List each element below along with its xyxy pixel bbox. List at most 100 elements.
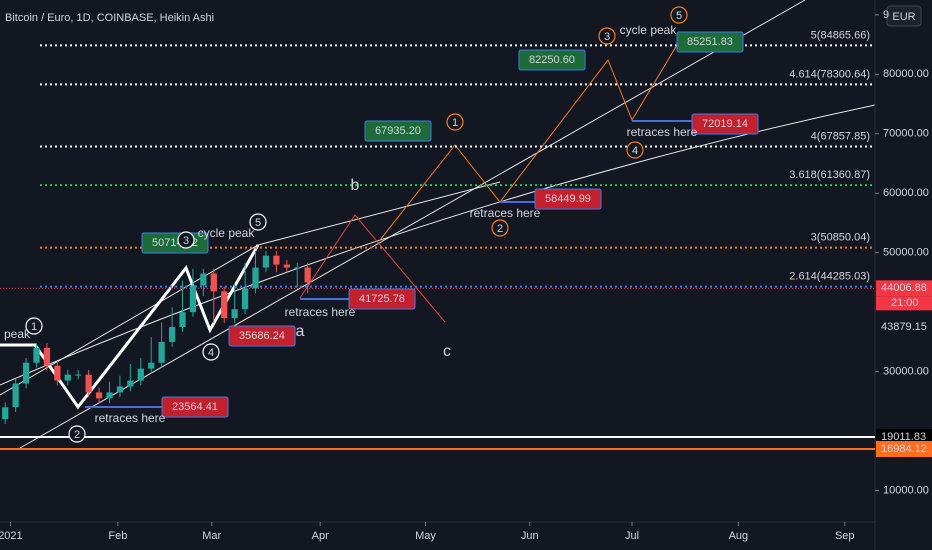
price-box-label: 41725.78 xyxy=(359,293,405,305)
wave-letter: b xyxy=(351,177,360,194)
price-label: 19011.83 xyxy=(881,431,926,443)
price-label-bg xyxy=(876,319,932,336)
y-tick-label: 70000.00 xyxy=(883,128,929,140)
price-box xyxy=(161,396,229,418)
wave-letter: a xyxy=(296,323,305,340)
wave-marker xyxy=(177,231,195,249)
annotation: cycle peak xyxy=(198,226,256,240)
trend-line xyxy=(0,104,876,386)
price-box-label: 23564.41 xyxy=(172,401,218,413)
price-box-label: 82250.60 xyxy=(529,54,575,66)
price-box-label: 72019.14 xyxy=(702,118,748,130)
price-label-bg xyxy=(876,296,932,311)
y-tick-label: 80000.00 xyxy=(883,68,929,80)
currency[interactable]: EUR xyxy=(892,11,915,23)
fib-level-label: 4(67857.85) xyxy=(811,130,870,142)
x-tick-label: Apr xyxy=(312,530,329,542)
price-label: 16984.12 xyxy=(881,443,927,455)
y-tick-label: 9 xyxy=(883,9,889,21)
candle-body xyxy=(127,380,134,387)
price-box-label: 85251.83 xyxy=(687,36,733,48)
wave-marker xyxy=(446,113,464,131)
candle-body xyxy=(148,362,155,369)
fib-level-label: 3(50850.04) xyxy=(811,232,870,244)
fib-level-label: 5(84865.66) xyxy=(811,29,870,41)
price-box xyxy=(348,288,416,310)
candle-body xyxy=(22,362,30,384)
y-tick-label: 60000.00 xyxy=(883,187,929,199)
candle-body xyxy=(168,327,176,342)
price-box xyxy=(364,120,432,142)
y-tick-label: 30000.00 xyxy=(883,366,929,378)
annotation: retraces here xyxy=(285,305,356,319)
candle-body xyxy=(221,291,228,319)
x-tick-label: 2021 xyxy=(0,530,23,542)
candle-body xyxy=(33,347,40,363)
candle-body xyxy=(262,255,270,268)
price-label-bg xyxy=(876,428,932,445)
candle-body xyxy=(43,347,51,366)
candle-body xyxy=(189,285,197,313)
wave-number: 5 xyxy=(676,10,682,22)
x-tick-label: Feb xyxy=(108,530,127,542)
annotation: cycle peak xyxy=(0,327,31,341)
x-tick-label: Sep xyxy=(835,530,855,542)
candle-body xyxy=(54,365,61,381)
candle-body xyxy=(304,267,311,283)
candle-body xyxy=(106,392,113,399)
price-box xyxy=(676,31,744,53)
wave-number: 4 xyxy=(632,145,638,157)
x-tick-label: May xyxy=(415,530,436,542)
fib-level-label: 3.618(61360.87) xyxy=(789,169,870,181)
wave-number: 5 xyxy=(255,217,261,229)
candle-body xyxy=(294,267,301,269)
candle-body xyxy=(116,386,124,393)
connector xyxy=(85,41,700,408)
annotation: cycle peak xyxy=(620,23,678,37)
candle-body xyxy=(2,407,9,420)
wave-number: 3 xyxy=(183,235,189,247)
candle-body xyxy=(241,288,249,310)
price-box-label: 67935.20 xyxy=(375,125,421,137)
wave-marker xyxy=(249,213,267,231)
wave-marker xyxy=(68,425,86,443)
price-label-bg xyxy=(876,280,932,297)
candle-body xyxy=(158,341,165,363)
price-axis xyxy=(0,0,876,550)
candle-body xyxy=(231,309,238,319)
annotation: retraces here xyxy=(470,206,541,220)
x-tick-label: Aug xyxy=(729,530,749,542)
wave-number: 2 xyxy=(74,429,80,441)
price-label-bg xyxy=(876,441,932,458)
y-tick-label: 50000.00 xyxy=(883,247,929,259)
y-tick-label: 10000.00 xyxy=(883,484,929,496)
wave-marker xyxy=(491,219,509,237)
wave-projection xyxy=(379,39,681,241)
chart-title: Bitcoin / Euro, 1D, COINBASE, Heikin Ash… xyxy=(5,12,214,24)
wave-number: 1 xyxy=(452,117,458,129)
price-box-label: 35686.24 xyxy=(239,330,285,342)
price-label: 44006.88 xyxy=(881,282,927,294)
candle-body xyxy=(273,255,280,265)
wave-marker xyxy=(25,317,43,335)
currency-badge[interactable] xyxy=(886,5,922,27)
countdown: 21:00 xyxy=(891,297,919,309)
wave-marker xyxy=(202,343,220,361)
price-box xyxy=(534,188,602,210)
candle-body xyxy=(12,383,19,408)
x-tick-label: Mar xyxy=(202,530,221,542)
candle-body xyxy=(64,374,71,381)
candle-body xyxy=(200,273,207,286)
wave-number: 1 xyxy=(31,321,37,333)
candle-body xyxy=(85,374,92,393)
wave-marker xyxy=(626,141,644,159)
annotation: retraces here xyxy=(627,125,698,139)
wave-letter: c xyxy=(443,343,451,360)
wave-number: 3 xyxy=(604,31,610,43)
candle-body xyxy=(252,267,259,289)
wave-number: 4 xyxy=(208,347,214,359)
price-box-label: 58449.99 xyxy=(545,193,591,205)
wave-marker xyxy=(670,6,688,24)
wave-marker xyxy=(598,27,616,45)
